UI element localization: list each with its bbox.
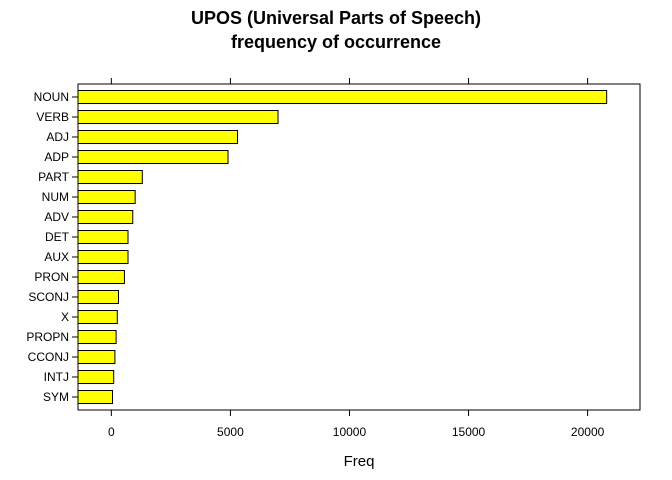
y-tick-label: VERB: [36, 110, 69, 124]
x-tick-label: 20000: [571, 425, 605, 439]
chart-title: UPOS (Universal Parts of Speech) frequen…: [0, 6, 672, 54]
y-tick-label: AUX: [44, 250, 69, 264]
bar: [77, 310, 118, 324]
y-tick-label: NOUN: [34, 90, 69, 104]
chart-title-line1: UPOS (Universal Parts of Speech): [190, 8, 482, 28]
bar: [77, 230, 129, 244]
y-tick-label: INTJ: [44, 370, 69, 384]
y-tick-label: ADP: [44, 150, 69, 164]
y-tick-label: ADJ: [46, 130, 69, 144]
bar: [77, 250, 129, 264]
x-tick-label: 0: [108, 425, 115, 439]
bar: [77, 170, 143, 184]
x-tick-label: 10000: [333, 425, 367, 439]
y-tick-label: X: [61, 310, 69, 324]
chart-title-line2: frequency of occurrence: [230, 32, 442, 52]
bar: [77, 190, 136, 204]
y-tick-label: SCONJ: [28, 290, 69, 304]
y-tick-label: PRON: [34, 270, 69, 284]
y-tick-label: ADV: [44, 210, 69, 224]
bar: [77, 390, 114, 404]
x-tick-label: 5000: [217, 425, 244, 439]
y-tick-label: DET: [45, 230, 70, 244]
bar: [77, 370, 115, 384]
bottom-ticks: [110, 410, 589, 416]
y-tick-labels: NOUN VERB ADJ ADP PART NUM ADV DET AUX PRON SCONJ X…: [26, 90, 78, 404]
bars: [77, 90, 608, 404]
x-tick-label: 15000: [452, 425, 486, 439]
bar: [77, 350, 116, 364]
top-ticks: [110, 78, 589, 84]
x-axis-label: Freq: [344, 453, 375, 470]
plot-frame: [77, 83, 641, 411]
bar: [77, 90, 608, 104]
y-tick-label: CCONJ: [28, 350, 69, 364]
bar: [77, 110, 279, 124]
y-tick-label: NUM: [42, 190, 69, 204]
bar: [77, 270, 125, 284]
y-tick-label: SYM: [43, 390, 69, 404]
y-tick-label: PROPN: [26, 330, 69, 344]
x-tick-labels: 0 5000 10000 15000 20000: [108, 425, 605, 439]
bar: [77, 290, 119, 304]
bar: [77, 130, 239, 144]
bar: [77, 210, 134, 224]
bar: [77, 150, 229, 164]
y-tick-label: PART: [38, 170, 70, 184]
bar: [77, 330, 117, 344]
